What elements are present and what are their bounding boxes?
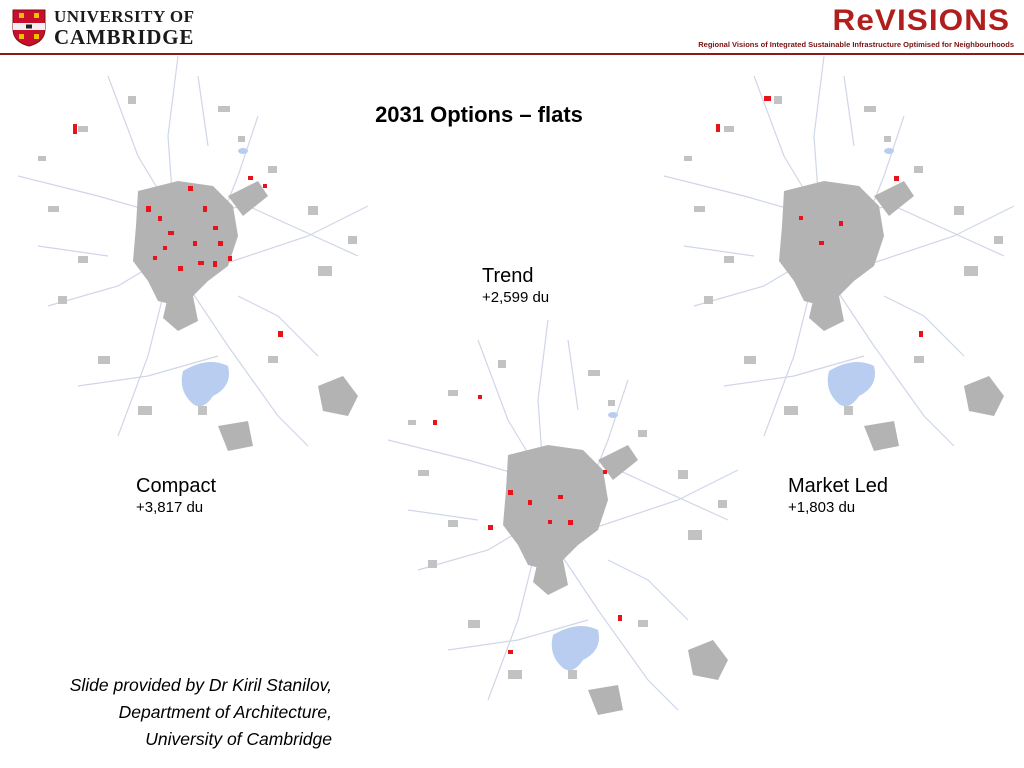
caption-trend: Trend +2,599 du: [482, 264, 549, 308]
scenario-dwelling-units: +3,817 du: [136, 499, 204, 516]
slide-credit: Slide provided by Dr Kiril Stanilov, Dep…: [2, 672, 332, 753]
scenario-name: Compact: [136, 475, 217, 497]
new-flats-markers: [73, 124, 283, 337]
revisions-tagline: Regional Visions of Integrated Sustainab…: [698, 40, 1014, 49]
scenario-name: Market Led: [788, 475, 889, 497]
university-name-line2: CAMBRIDGE: [54, 25, 195, 49]
header-divider: [0, 53, 1024, 55]
new-flats-markers: [433, 395, 622, 654]
map-compact: [18, 56, 368, 452]
scenario-dwelling-units: +2,599 du: [482, 289, 550, 306]
credit-line: Slide provided by Dr Kiril Stanilov,: [69, 675, 332, 695]
slide-header: UNIVERSITY OF CAMBRIDGE ReVISIONS Region…: [0, 0, 1024, 56]
map-market-led: [664, 56, 1014, 452]
slide-title: 2031 Options – flats: [375, 102, 583, 127]
caption-compact: Compact +3,817 du: [136, 474, 216, 518]
scenario-dwelling-units: +1,803 du: [788, 499, 856, 516]
credit-line: Department of Architecture,: [118, 702, 332, 722]
scenario-name: Trend: [482, 265, 534, 287]
university-crest-icon: [12, 9, 46, 47]
map-trend: [388, 319, 738, 716]
new-flats-markers: [716, 96, 923, 337]
university-logo: UNIVERSITY OF CAMBRIDGE: [12, 8, 194, 48]
revisions-logo: ReVISIONS: [832, 4, 1010, 37]
caption-market-led: Market Led +1,803 du: [788, 474, 888, 518]
credit-line: University of Cambridge: [145, 729, 332, 749]
university-name-line1: UNIVERSITY OF: [54, 7, 195, 26]
